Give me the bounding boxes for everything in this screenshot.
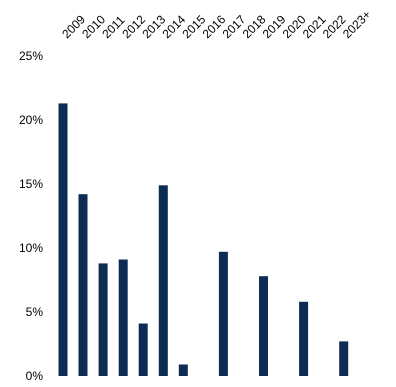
- bar-2014: [158, 185, 168, 376]
- y-axis-ticks: 0% 5% 10% 15% 20% 25%: [19, 49, 43, 383]
- bars: [58, 103, 349, 377]
- bar-2023+: [339, 341, 349, 376]
- x-axis-labels: 2009201020112012201320142015201620172018…: [59, 7, 373, 41]
- bar-2021: [299, 301, 309, 376]
- bar-2011: [98, 263, 108, 376]
- y-tick-label: 25%: [19, 49, 43, 63]
- y-tick-label: 0%: [26, 369, 44, 383]
- y-tick-label: 15%: [19, 177, 43, 191]
- y-tick-label: 5%: [26, 305, 44, 319]
- bar-2013: [138, 323, 148, 376]
- bar-2017: [218, 251, 228, 376]
- bar-2012: [118, 259, 128, 376]
- y-tick-label: 10%: [19, 241, 43, 255]
- bar-2019: [259, 276, 268, 376]
- bar-2009: [58, 103, 68, 377]
- bar-2010: [78, 194, 88, 376]
- y-tick-label: 20%: [19, 113, 43, 127]
- bar-2015: [178, 364, 188, 376]
